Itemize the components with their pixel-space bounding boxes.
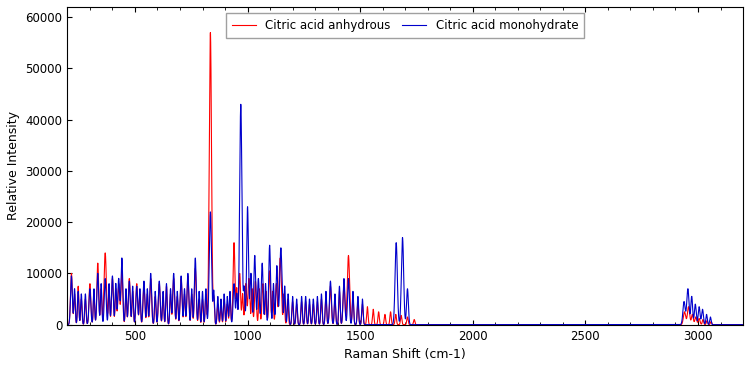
Citric acid monohydrate <box>63 322 72 327</box>
Line: Citric acid monohydrate: Citric acid monohydrate <box>68 104 743 325</box>
Citric acid anhydrous <box>420 322 429 327</box>
Citric acid anhydrous <box>739 322 748 327</box>
Citric acid anhydrous <box>436 322 445 327</box>
Y-axis label: Relative Intensity: Relative Intensity <box>7 111 20 220</box>
Citric acid anhydrous <box>136 314 146 319</box>
Citric acid anhydrous <box>63 322 72 327</box>
Citric acid monohydrate <box>739 322 748 327</box>
Citric acid monohydrate <box>442 322 451 327</box>
Line: Citric acid anhydrous: Citric acid anhydrous <box>68 32 743 325</box>
Legend: Citric acid anhydrous, Citric acid monohydrate: Citric acid anhydrous, Citric acid monoh… <box>226 13 584 38</box>
Citric acid anhydrous <box>84 301 93 305</box>
Citric acid monohydrate <box>136 313 146 317</box>
Citric acid monohydrate <box>225 294 234 299</box>
Citric acid anhydrous <box>649 322 658 327</box>
X-axis label: Raman Shift (cm-1): Raman Shift (cm-1) <box>344 348 466 361</box>
Citric acid monohydrate <box>236 102 245 106</box>
Citric acid anhydrous <box>225 298 234 303</box>
Citric acid anhydrous <box>206 30 215 35</box>
Citric acid monohydrate <box>211 321 220 326</box>
Citric acid monohydrate <box>420 322 429 327</box>
Citric acid monohydrate <box>649 322 658 327</box>
Citric acid anhydrous <box>211 322 220 326</box>
Citric acid monohydrate <box>84 303 93 308</box>
